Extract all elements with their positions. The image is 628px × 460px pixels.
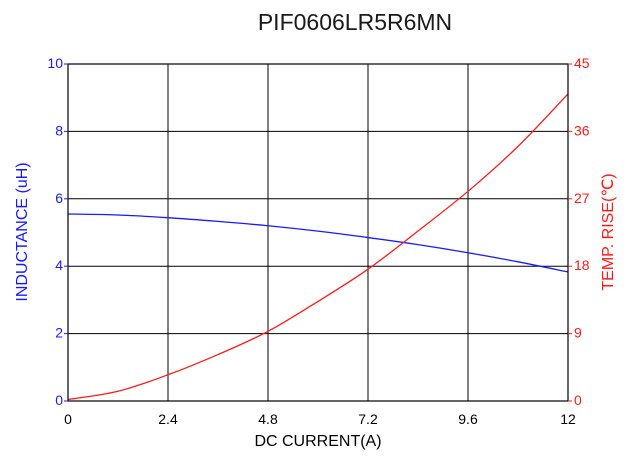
right-y-tick-label: 27 [574, 190, 590, 206]
x-axis-label: DC CURRENT(A) [254, 433, 381, 450]
left-y-tick-label: 2 [55, 325, 63, 341]
left-y-tick-label: 0 [55, 392, 63, 408]
chart-title: PIF0606LR5R6MN [258, 9, 452, 35]
x-tick-label: 2.4 [158, 411, 178, 427]
right-y-tick-label: 36 [574, 122, 590, 138]
x-tick-label: 12 [560, 411, 576, 427]
left-y-tick-label: 10 [47, 55, 63, 71]
plot-frame [67, 63, 569, 402]
right-y-tick-label: 0 [574, 392, 582, 408]
x-axis-ticks: 0 2.4 4.8 7.2 9.6 12 [64, 411, 576, 427]
left-y-tick-label: 6 [55, 190, 63, 206]
x-tick-label: 7.2 [358, 411, 378, 427]
left-y-tick-label: 8 [55, 122, 63, 138]
left-y-axis-label: INDUCTANCE (uH) [14, 162, 31, 301]
right-y-tick-label: 9 [574, 325, 582, 341]
inductance-line [67, 213, 569, 273]
left-y-axis-ticks: 0 2 4 6 8 10 [47, 55, 68, 408]
grid [67, 63, 569, 402]
temperature-rise-line [67, 93, 569, 401]
right-y-tick-label: 45 [574, 55, 590, 71]
right-y-tick-label: 18 [574, 257, 590, 273]
left-y-tick-label: 4 [55, 257, 63, 273]
x-tick-label: 0 [64, 411, 72, 427]
x-tick-label: 4.8 [258, 411, 278, 427]
right-y-axis-ticks: 0 9 18 27 36 45 [568, 55, 590, 408]
right-y-axis-label: TEMP. RISE(℃) [600, 173, 617, 290]
x-tick-label: 9.6 [458, 411, 478, 427]
series-layer [67, 93, 569, 401]
